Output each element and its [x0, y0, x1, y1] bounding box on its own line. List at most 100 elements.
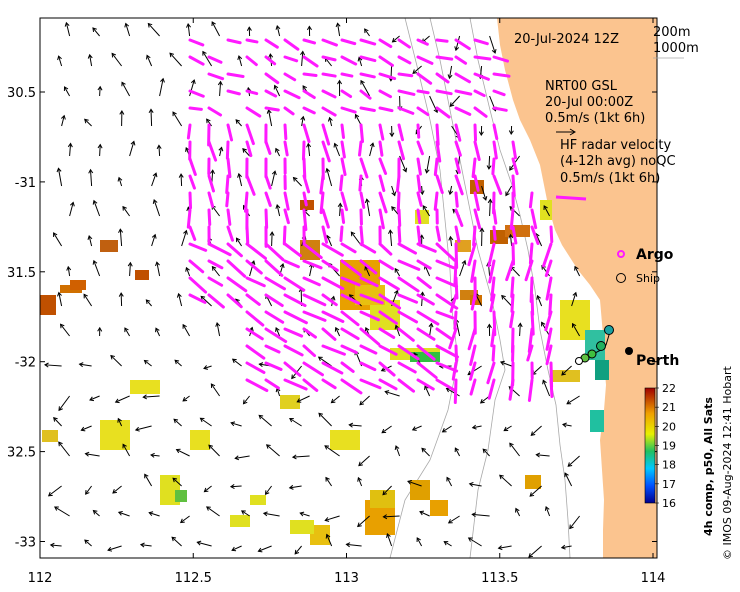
model-current-arrow: [67, 266, 71, 277]
model-current-arrow: [503, 425, 512, 431]
model-current-arrow: [422, 205, 431, 217]
radar-velocity-arrow: [359, 344, 378, 355]
model-current-arrow: [545, 506, 551, 517]
radar-velocity-arrow: [283, 208, 290, 225]
model-current-arrow: [360, 80, 371, 97]
model-current-arrow: [266, 444, 280, 457]
model-current-arrow: [300, 512, 310, 517]
model-current-arrow: [301, 51, 304, 67]
radar-legend-scale: 0.5m/s (1kt 6h): [560, 171, 660, 186]
model-current-arrow: [69, 143, 72, 157]
radar-velocity-arrow: [473, 191, 480, 212]
model-current-arrowhead: [543, 205, 548, 210]
model-current-arrowhead: [350, 231, 356, 237]
model-current-arrow: [85, 485, 93, 495]
model-current-arrow: [216, 322, 221, 337]
radar-velocity-arrow: [473, 106, 488, 118]
model-current-arrowhead: [360, 79, 365, 85]
radar-velocity-arrow: [188, 242, 208, 252]
model-current-arrowhead: [306, 25, 312, 31]
colorbar-tick-label: 16: [662, 497, 676, 510]
model-current-arrow: [143, 395, 160, 398]
radar-velocity-arrow: [340, 378, 363, 395]
model-current-arrow: [561, 365, 572, 376]
model-current-arrowhead: [508, 233, 514, 239]
model-current-arrow: [150, 109, 153, 127]
radar-velocity-arrow: [510, 276, 515, 298]
radar-velocity-arrow: [359, 38, 377, 46]
radar-velocity-arrow: [243, 191, 249, 213]
radar-velocity-arrow: [492, 225, 497, 241]
model-current-arrow: [325, 477, 333, 487]
model-current-arrow: [488, 155, 491, 169]
model-current-arrow: [289, 418, 302, 427]
model-current-arrow: [429, 323, 432, 337]
ship-marker: [604, 325, 614, 335]
radar-velocity-arrow: [321, 310, 345, 323]
model-current-arrowhead: [300, 115, 306, 121]
radar-velocity-arrow: [321, 378, 337, 390]
model-current-arrowhead: [183, 229, 188, 235]
model-current-arrowhead: [200, 295, 206, 301]
model-current-arrow: [200, 417, 212, 427]
model-current-arrowhead: [231, 546, 237, 552]
model-current-arrowhead: [246, 26, 252, 31]
model-current-arrow: [318, 412, 332, 427]
radar-velocity-arrow: [490, 327, 496, 348]
model-current-arrow: [258, 414, 272, 427]
model-current-arrow: [294, 545, 302, 555]
model-current-arrowhead: [84, 451, 90, 457]
model-current-arrowhead: [407, 479, 412, 485]
model-current-arrowhead: [501, 294, 506, 300]
model-current-arrowhead: [146, 54, 151, 60]
radar-velocity-arrow: [524, 259, 534, 282]
radar-velocity-arrow: [359, 89, 372, 100]
model-current-arrowhead: [394, 289, 399, 295]
radar-velocity-arrow: [264, 106, 280, 112]
model-current-arrow: [412, 425, 422, 431]
radar-velocity-arrow: [226, 157, 232, 179]
model-current-arrowhead: [382, 514, 388, 520]
radar-velocity-arrow: [302, 123, 311, 144]
model-current-arrowhead: [235, 237, 241, 243]
sst-patch: [410, 480, 430, 500]
sst-patch: [505, 225, 530, 237]
sst-patch: [250, 495, 266, 505]
radar-velocity-arrow: [245, 344, 266, 360]
model-current-arrow: [176, 449, 190, 457]
model-current-arrowhead: [542, 379, 547, 385]
radar-velocity-arrow: [416, 157, 422, 176]
model-current-arrow: [93, 260, 101, 277]
model-current-arrowhead: [348, 422, 354, 428]
model-current-arrowhead: [56, 167, 62, 173]
x-tick-label: 112: [28, 571, 53, 586]
ship-marker: [596, 341, 606, 351]
radar-velocity-arrow: [283, 55, 299, 63]
radar-velocity-arrow: [449, 293, 458, 313]
model-current-arrow: [385, 391, 400, 397]
model-current-arrow: [364, 28, 371, 37]
model-current-arrow: [48, 485, 62, 497]
radar-velocity-arrow: [397, 106, 415, 115]
radar-velocity-arrow: [359, 72, 376, 79]
radar-velocity-arrow: [359, 106, 376, 112]
model-current-arrowhead: [508, 130, 514, 136]
radar-velocity-arrow: [416, 72, 433, 85]
model-current-arrowhead: [202, 50, 207, 56]
sst-patch: [410, 352, 440, 362]
model-current-arrowhead: [87, 53, 93, 59]
model-current-arrow: [112, 485, 122, 494]
radar-velocity-arrow: [435, 55, 454, 61]
radar-velocity-arrow: [397, 123, 405, 142]
sst-patch: [430, 500, 448, 516]
model-current-arrowhead: [143, 359, 149, 365]
radar-velocity-arrow: [226, 38, 242, 45]
model-current-arrowhead: [503, 426, 509, 432]
model-current-arrowhead: [333, 142, 339, 148]
radar-velocity-arrow: [378, 123, 385, 141]
radar-velocity-arrow: [416, 191, 423, 207]
sst-patch: [100, 240, 118, 252]
model-current-arrowhead: [330, 295, 336, 301]
radar-velocity-arrow: [207, 106, 223, 117]
